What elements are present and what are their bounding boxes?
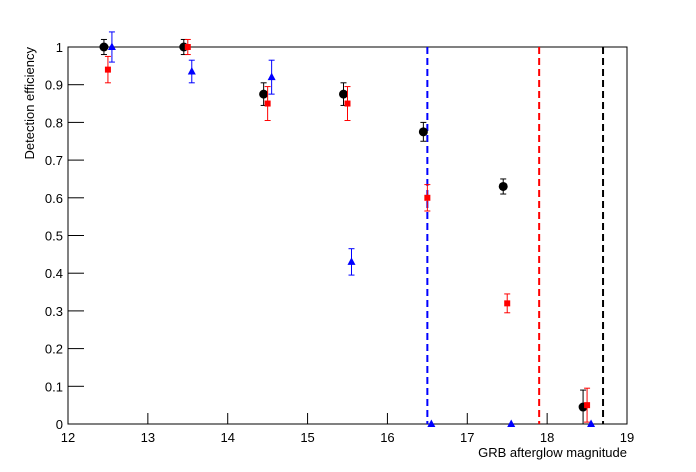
data-point	[427, 419, 436, 427]
data-point	[107, 42, 116, 50]
data-point	[347, 257, 356, 265]
x-tick-label: 16	[380, 430, 394, 445]
y-tick-label: 0.5	[45, 229, 63, 244]
y-tick-label: 0.4	[45, 266, 63, 281]
y-tick-label: 0.8	[45, 115, 63, 130]
x-tick-label: 13	[141, 430, 155, 445]
data-point	[584, 402, 591, 409]
x-tick-label: 15	[300, 430, 314, 445]
x-tick-label: 17	[460, 430, 474, 445]
data-point	[267, 72, 276, 81]
data-point	[424, 194, 431, 201]
y-tick-label: 0.6	[45, 191, 63, 206]
data-point	[418, 127, 428, 137]
x-tick-label: 19	[620, 430, 634, 445]
x-axis-label: GRB afterglow magnitude	[478, 445, 627, 460]
data-point	[187, 67, 196, 75]
y-axis-label: Detection efficiency	[22, 47, 37, 160]
y-tick-label: 0.2	[45, 342, 63, 357]
data-point	[104, 66, 111, 73]
data-point	[264, 100, 271, 107]
data-point	[587, 419, 596, 427]
y-tick-label: 0.7	[45, 153, 63, 168]
x-tick-label: 18	[540, 430, 554, 445]
data-point	[184, 44, 191, 50]
data-point	[339, 89, 349, 99]
data-point	[259, 89, 269, 99]
data-point	[504, 300, 511, 307]
data-point	[498, 181, 508, 191]
y-tick-label: 0	[56, 417, 63, 432]
data-point	[507, 419, 516, 427]
x-tick-label: 14	[220, 430, 234, 445]
y-tick-label: 0.1	[45, 379, 63, 394]
y-tick-label: 0.3	[45, 304, 63, 319]
data-point	[99, 42, 109, 52]
y-tick-label: 1	[56, 40, 63, 55]
x-tick-label: 12	[61, 430, 75, 445]
y-tick-label: 0.9	[45, 78, 63, 93]
data-point	[344, 100, 351, 107]
